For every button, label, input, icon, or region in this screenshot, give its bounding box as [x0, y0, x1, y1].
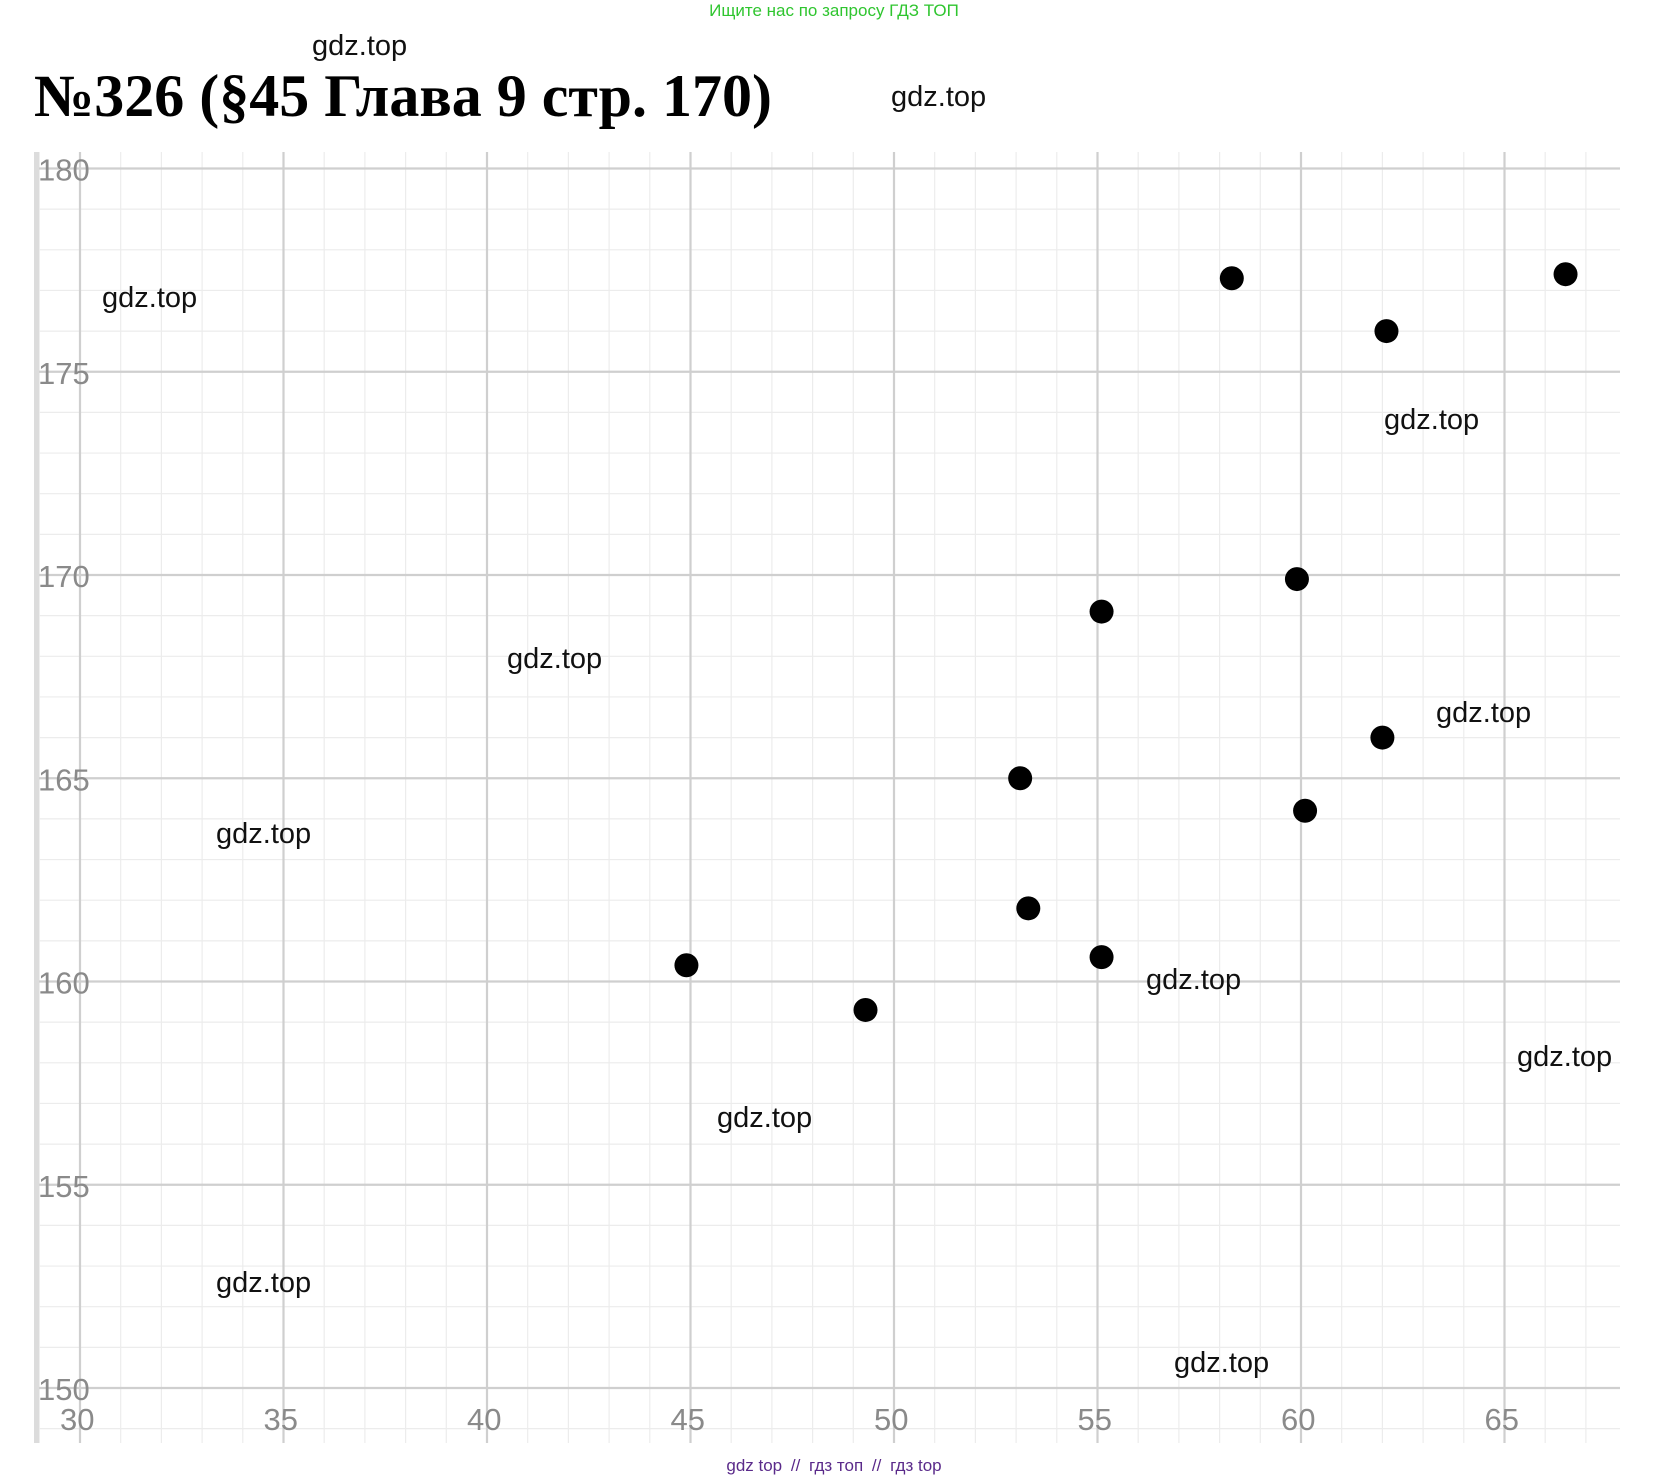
watermark-text: gdz.top — [1436, 697, 1532, 729]
plot-area — [38, 152, 1620, 1443]
footer-link[interactable]: gdz top — [726, 1456, 783, 1475]
watermark-text: gdz.top — [216, 1267, 312, 1299]
x-tick-label: 65 — [1485, 1402, 1519, 1437]
footer-link[interactable]: гдз топ — [809, 1456, 864, 1475]
y-tick-label: 150 — [38, 1372, 90, 1407]
watermark-text: gdz.top — [1384, 404, 1480, 436]
footer-separator: // — [871, 1456, 882, 1475]
scatter-point — [1008, 766, 1033, 791]
y-axis-line — [34, 152, 39, 1443]
watermark-text: gdz.top — [216, 818, 312, 850]
scatter-point — [1374, 319, 1399, 344]
footer-link[interactable]: гдз top — [890, 1456, 942, 1475]
watermark-text: gdz.top — [312, 30, 408, 62]
scatter-point — [1219, 266, 1244, 291]
y-tick-label: 155 — [38, 1169, 90, 1204]
scatter-point — [853, 997, 878, 1022]
page-title: №326 (§45 Глава 9 стр. 170) — [34, 63, 772, 129]
watermark-text: gdz.top — [891, 81, 987, 113]
y-tick-label: 160 — [38, 966, 90, 1001]
watermark-text: gdz.top — [102, 282, 198, 314]
footer-separator: // — [790, 1456, 801, 1475]
x-tick-label: 55 — [1078, 1402, 1112, 1437]
scatter-point — [1293, 798, 1318, 823]
x-tick-label: 35 — [264, 1402, 298, 1437]
scatter-point — [1016, 896, 1041, 921]
x-tick-label: 50 — [874, 1402, 908, 1437]
top-banner[interactable]: Ищите нас по запросу ГДЗ ТОП — [709, 1, 959, 20]
watermark-text: gdz.top — [507, 643, 603, 675]
tick-labels: 30 35 40 45 50 55 60 65 150 155 160 165 170 175 180 — [38, 153, 1519, 1438]
watermark-text: gdz.top — [1517, 1041, 1613, 1073]
y-tick-label: 170 — [38, 559, 90, 594]
x-tick-label: 30 — [60, 1402, 94, 1437]
y-tick-label: 180 — [38, 153, 90, 188]
y-tick-label: 175 — [38, 356, 90, 391]
x-tick-label: 40 — [467, 1402, 501, 1437]
watermark-text: gdz.top — [717, 1102, 813, 1134]
scatter-point — [1553, 262, 1578, 287]
scatter-point — [1089, 599, 1114, 624]
scatter-point — [1370, 725, 1395, 750]
grid-minor — [38, 152, 1620, 1443]
data-points — [674, 262, 1578, 1022]
scatter-point — [1089, 945, 1114, 970]
footer-links: gdz top // гдз топ // гдз top — [0, 1456, 1668, 1476]
scatter-point — [674, 953, 699, 978]
x-tick-label: 60 — [1281, 1402, 1315, 1437]
y-tick-label: 165 — [38, 762, 90, 797]
watermark-text: gdz.top — [1146, 964, 1242, 996]
scatter-point — [1284, 567, 1309, 592]
x-tick-label: 45 — [671, 1402, 705, 1437]
grid-major — [34, 152, 1620, 1443]
watermark-text: gdz.top — [1174, 1347, 1270, 1379]
